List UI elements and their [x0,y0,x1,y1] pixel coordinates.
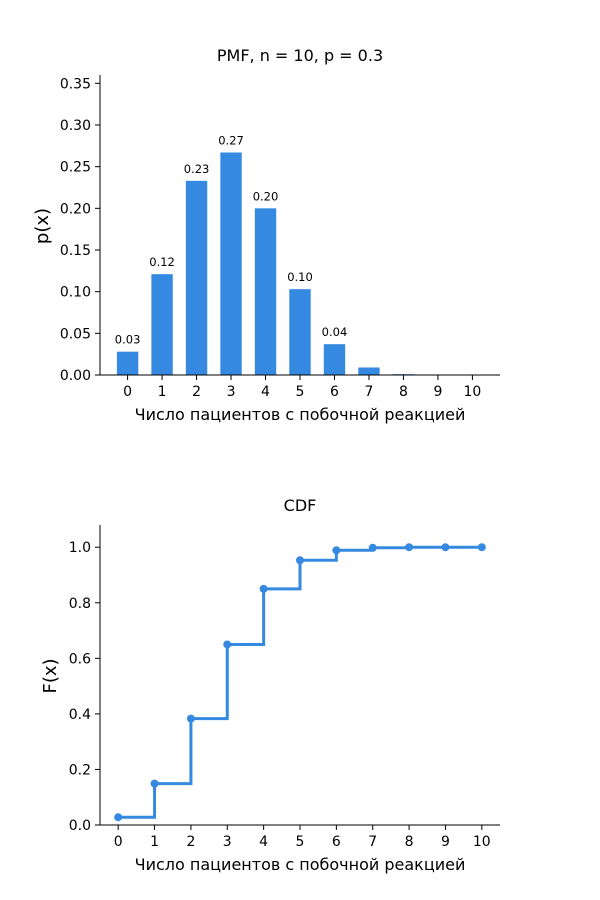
cdf-x-tick-label: 7 [368,834,377,850]
cdf-point [405,543,414,552]
cdf-y-tick-label: 0.0 [69,818,91,834]
cdf-x-tick-label: 5 [296,834,305,850]
pmf-x-tick-label: 3 [227,384,236,400]
pmf-x-tick-label: 9 [433,384,442,400]
pmf-y-axis-label: p(x) [32,208,53,244]
pmf-x-tick-label: 0 [123,384,132,400]
pmf-y-tick-label: 0.15 [60,243,91,259]
pmf-bar [151,274,173,375]
pmf-data-label: 0.23 [184,162,210,176]
pmf-y-tick-label: 0.00 [60,368,91,384]
pmf-x-tick-label: 7 [365,384,374,400]
cdf-y-axis-label: F(x) [40,658,61,693]
cdf-y-tick-label: 0.4 [69,707,91,723]
pmf-y-tick-label: 0.25 [60,160,91,176]
cdf-point [441,543,450,552]
pmf-x-axis-label: Число пациентов с побочной реакцией [135,405,466,424]
pmf-bar [358,367,380,375]
cdf-point [259,584,268,593]
pmf-y-tick-label: 0.20 [60,201,91,217]
cdf-x-tick-label: 3 [223,834,232,850]
pmf-bar [185,180,208,375]
pmf-data-label: 0.10 [287,270,313,284]
cdf-point [114,813,123,822]
pmf-x-tick-label: 6 [330,384,339,400]
cdf-chart: CDF 0.0 0.2 0.4 0.6 0.8 1.0 0 1 2 3 4 5 6 7 8 9 10 Числ… [40,496,500,874]
cdf-point [332,546,341,555]
pmf-bar [289,289,311,375]
pmf-data-label: 0.27 [218,134,244,148]
pmf-bar [220,152,242,375]
cdf-y-tick-label: 0.8 [69,596,91,612]
cdf-step-line [118,545,482,819]
pmf-bar [323,344,346,375]
pmf-data-label: 0.04 [322,325,348,339]
pmf-x-tick-label: 2 [192,384,201,400]
cdf-point [368,543,377,552]
cdf-title: CDF [284,496,317,515]
pmf-x-ticks: 0 1 2 3 4 5 6 7 8 9 10 [123,375,481,400]
pmf-y-tick-label: 0.05 [60,326,91,342]
cdf-x-tick-label: 4 [259,834,268,850]
cdf-x-tick-label: 2 [186,834,195,850]
pmf-x-tick-label: 4 [261,384,270,400]
cdf-x-tick-label: 0 [114,834,123,850]
pmf-y-tick-label: 0.35 [60,76,91,92]
pmf-x-tick-label: 8 [399,384,408,400]
cdf-point [296,556,304,565]
pmf-data-label: 0.12 [149,255,175,269]
pmf-data-labels: 0.03 0.12 0.23 0.27 0.20 0.10 0.04 [115,134,348,347]
cdf-y-tick-label: 1.0 [69,540,91,556]
pmf-bars [116,152,449,375]
pmf-chart: PMF, n = 10, p = 0.3 0.03 0.12 0.23 0.27 0.2… [32,46,500,424]
cdf-point [223,640,232,649]
cdf-point [186,714,195,723]
cdf-x-tick-label: 10 [473,834,491,850]
pmf-bar [116,351,139,375]
cdf-points [114,543,486,822]
pmf-x-tick-label: 1 [158,384,167,400]
cdf-y-tick-label: 0.6 [69,651,91,667]
pmf-data-label: 0.03 [115,333,141,347]
pmf-y-tick-label: 0.10 [60,285,91,301]
pmf-y-ticks: 0.00 0.05 0.10 0.15 0.20 0.25 0.30 0.35 [60,76,100,384]
pmf-x-tick-label: 5 [296,384,305,400]
cdf-x-tick-label: 8 [405,834,414,850]
cdf-y-ticks: 0.0 0.2 0.4 0.6 0.8 1.0 [69,540,100,834]
cdf-x-axis-label: Число пациентов с побочной реакцией [135,855,466,874]
cdf-x-ticks: 0 1 2 3 4 5 6 7 8 9 10 [114,825,491,850]
cdf-x-tick-label: 9 [441,834,450,850]
pmf-data-label: 0.20 [253,189,279,203]
cdf-point [150,779,159,788]
pmf-bar [254,208,277,375]
cdf-x-tick-label: 6 [332,834,341,850]
pmf-title: PMF, n = 10, p = 0.3 [217,46,383,65]
cdf-point [477,543,486,552]
pmf-x-tick-label: 10 [463,384,481,400]
cdf-y-tick-label: 0.2 [69,762,91,778]
cdf-x-tick-label: 1 [150,834,159,850]
pmf-y-tick-label: 0.30 [60,118,91,134]
